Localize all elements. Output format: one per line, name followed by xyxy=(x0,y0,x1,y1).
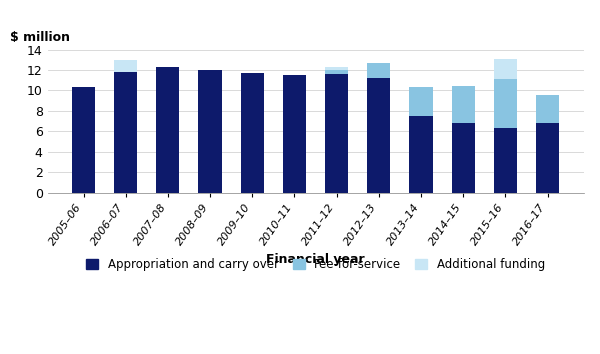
Bar xyxy=(367,78,391,193)
Bar xyxy=(114,60,137,72)
Bar xyxy=(325,70,348,74)
Bar xyxy=(114,72,137,193)
Bar xyxy=(494,129,517,193)
Bar xyxy=(452,86,475,123)
X-axis label: Financial year: Financial year xyxy=(266,253,365,266)
Bar xyxy=(536,123,559,193)
Bar xyxy=(494,59,517,79)
Bar xyxy=(367,63,391,78)
Bar xyxy=(452,123,475,193)
Bar xyxy=(156,67,179,193)
Text: $ million: $ million xyxy=(10,31,70,44)
Bar xyxy=(325,67,348,70)
Bar xyxy=(325,74,348,193)
Bar xyxy=(283,75,306,193)
Bar xyxy=(494,79,517,129)
Bar xyxy=(409,87,433,116)
Bar xyxy=(241,73,264,193)
Bar xyxy=(199,70,221,193)
Bar xyxy=(536,95,559,123)
Bar xyxy=(409,116,433,193)
Bar xyxy=(72,87,95,193)
Legend: Appropriation and carry over, Fee-for-service, Additional funding: Appropriation and carry over, Fee-for-se… xyxy=(82,253,550,276)
